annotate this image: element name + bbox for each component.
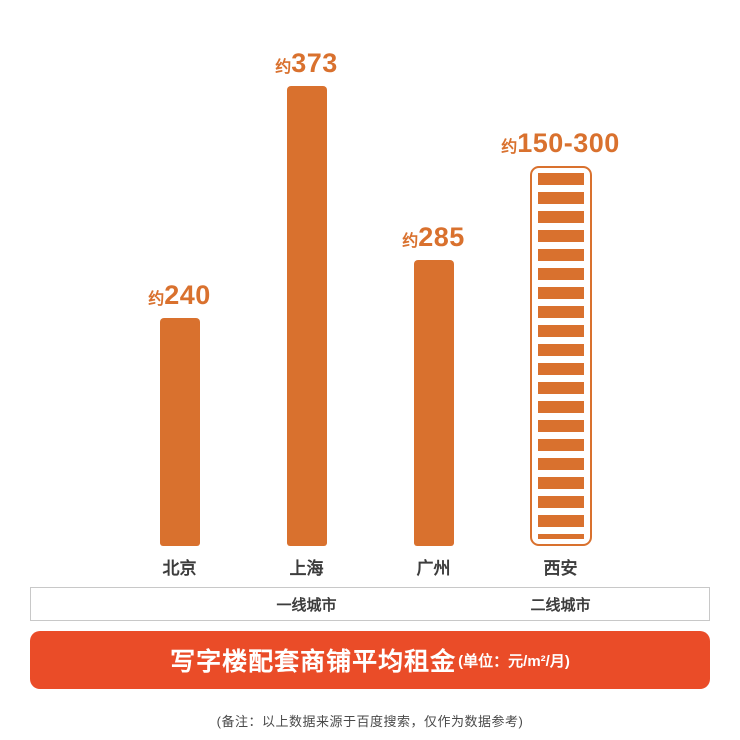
approx-prefix: 约 bbox=[402, 233, 419, 250]
value-label-beijing: 约240 bbox=[148, 282, 211, 309]
value-label-guangzhou: 约285 bbox=[402, 224, 465, 251]
approx-prefix: 约 bbox=[148, 291, 165, 308]
value-number: 373 bbox=[291, 48, 338, 78]
tier-label-first-tier-cities: 一线城市 bbox=[276, 596, 337, 614]
chart-title: 写字楼配套商铺平均租金 bbox=[170, 648, 457, 676]
tier-cell-first: 一线城市 bbox=[116, 594, 497, 615]
city-label-guangzhou: 广州 bbox=[416, 559, 451, 578]
bar-column-shanghai: 约373 bbox=[243, 28, 370, 546]
bar-shanghai bbox=[286, 86, 327, 546]
value-label-xian: 约150-300 bbox=[501, 130, 620, 157]
stripe-pattern bbox=[537, 173, 584, 539]
city-label-xian: 西安 bbox=[543, 559, 578, 578]
approx-prefix: 约 bbox=[501, 139, 518, 156]
value-number: 285 bbox=[418, 222, 465, 252]
bar-column-guangzhou: 约285 bbox=[370, 28, 497, 546]
tier-row-inner: 一线城市 二线城市 bbox=[116, 594, 624, 615]
title-banner: 写字楼配套商铺平均租金 (单位：元/m²/月) bbox=[30, 631, 710, 689]
tier-cell-second: 二线城市 bbox=[497, 594, 624, 615]
bars-row: 约240 约373 约285 约150-300 bbox=[116, 28, 624, 546]
bar-column-beijing: 约240 bbox=[116, 28, 243, 546]
note-text: (备注：以上数据来源于百度搜索，仅作为数据参考) bbox=[216, 714, 524, 729]
value-number: 240 bbox=[164, 280, 211, 310]
city-label-beijing: 北京 bbox=[162, 559, 197, 578]
chart-unit: (单位：元/m²/月) bbox=[458, 652, 570, 670]
bar-column-xian: 约150-300 bbox=[497, 28, 624, 546]
value-label-shanghai: 约373 bbox=[275, 50, 338, 77]
bar-xian-range-striped bbox=[529, 166, 592, 546]
bar-beijing bbox=[159, 318, 200, 546]
city-label-shanghai: 上海 bbox=[289, 559, 324, 578]
value-number: 150-300 bbox=[517, 128, 620, 158]
chart-area: 约240 约373 约285 约150-300 bbox=[116, 28, 624, 587]
tier-label-second-tier-cities: 二线城市 bbox=[530, 596, 591, 614]
city-labels-row: 北京 上海 广州 西安 bbox=[116, 546, 624, 587]
bar-guangzhou bbox=[413, 260, 454, 546]
approx-prefix: 约 bbox=[275, 59, 292, 76]
tier-row: 一线城市 二线城市 bbox=[30, 587, 710, 621]
